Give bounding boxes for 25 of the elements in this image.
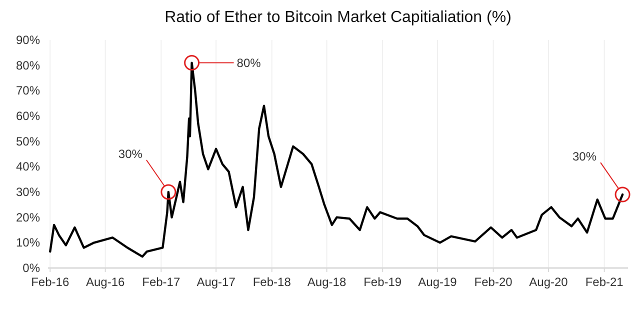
- y-tick-label: 40%: [16, 160, 40, 174]
- y-tick-label: 0%: [22, 261, 40, 275]
- x-tick-label: Aug-19: [418, 275, 458, 289]
- y-tick-label: 70%: [16, 84, 40, 98]
- y-tick-label: 80%: [16, 58, 40, 72]
- y-tick-label: 90%: [16, 33, 40, 47]
- annotation: 30%: [118, 147, 143, 161]
- y-tick-label: 20%: [16, 210, 40, 224]
- chart-title: Ratio of Ether to Bitcoin Market Capitialiation (%): [164, 9, 512, 26]
- x-tick-label: Aug-16: [86, 275, 126, 289]
- x-tick-label: Feb-19: [364, 275, 402, 289]
- x-tick-label: Feb-17: [142, 275, 180, 289]
- x-tick-label: Aug-17: [196, 275, 236, 289]
- x-tick-label: Feb-18: [252, 275, 292, 289]
- y-tick-label: 50%: [16, 134, 40, 148]
- y-tick-label: 60%: [16, 109, 40, 123]
- x-tick-label: Aug-18: [307, 275, 346, 289]
- annotation: 80%: [236, 56, 262, 70]
- y-tick-label: 30%: [16, 185, 40, 199]
- annotation: 30%: [572, 150, 597, 164]
- x-tick-label: Feb-20: [474, 275, 513, 289]
- x-tick-label: Feb-21: [585, 275, 624, 289]
- y-tick-label: 10%: [16, 236, 40, 250]
- x-tick-label: Aug-20: [529, 275, 568, 289]
- x-tick-label: Feb-16: [31, 275, 70, 289]
